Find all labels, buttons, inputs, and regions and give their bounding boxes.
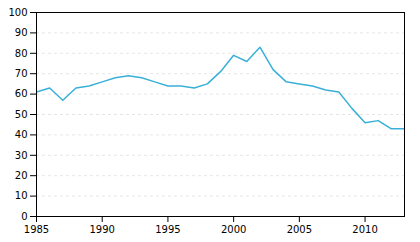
svg-text:20: 20 [15, 170, 28, 181]
svg-text:0: 0 [21, 211, 27, 222]
svg-text:1985: 1985 [24, 224, 49, 235]
svg-text:10: 10 [15, 190, 28, 201]
svg-text:2000: 2000 [221, 224, 246, 235]
svg-text:80: 80 [15, 48, 28, 59]
svg-text:100: 100 [8, 7, 27, 18]
svg-text:40: 40 [15, 129, 28, 140]
svg-text:50: 50 [15, 109, 28, 120]
svg-text:70: 70 [15, 68, 28, 79]
svg-text:60: 60 [15, 88, 28, 99]
svg-text:2005: 2005 [287, 224, 312, 235]
svg-text:30: 30 [15, 150, 28, 161]
svg-text:90: 90 [15, 27, 28, 38]
svg-text:2010: 2010 [352, 224, 377, 235]
svg-text:1990: 1990 [89, 224, 114, 235]
svg-text:1995: 1995 [155, 224, 180, 235]
